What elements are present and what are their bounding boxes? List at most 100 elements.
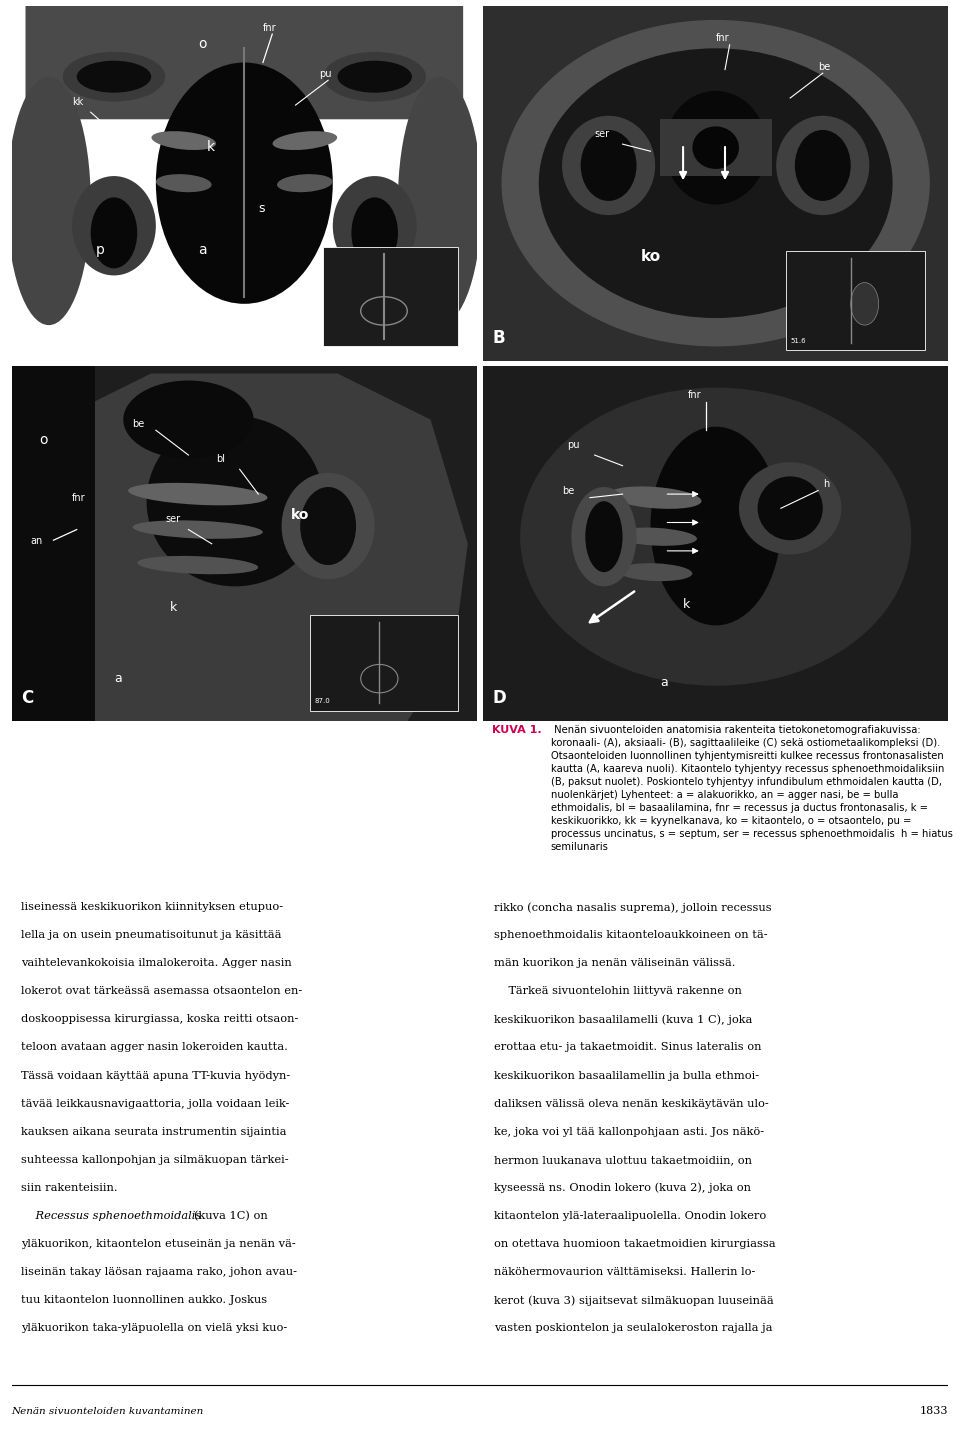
Text: hermon luukanava ulottuu takaetmoidiin, on: hermon luukanava ulottuu takaetmoidiin, … <box>494 1155 752 1165</box>
Text: män kuorikon ja nenän väliseinän välissä.: män kuorikon ja nenän väliseinän välissä… <box>494 959 735 969</box>
Ellipse shape <box>398 77 482 325</box>
Ellipse shape <box>156 63 333 303</box>
Text: o: o <box>39 434 48 448</box>
Text: kauksen aikana seurata instrumentin sijaintia: kauksen aikana seurata instrumentin sija… <box>21 1126 286 1136</box>
Ellipse shape <box>90 197 137 269</box>
Text: pu: pu <box>566 439 579 449</box>
Text: rikko (concha nasalis suprema), jolloin recessus: rikko (concha nasalis suprema), jolloin … <box>494 902 772 913</box>
Ellipse shape <box>613 528 697 545</box>
Bar <box>12 366 95 721</box>
Text: fnr: fnr <box>716 33 730 43</box>
Text: fnr: fnr <box>263 23 276 33</box>
Ellipse shape <box>739 462 841 554</box>
Ellipse shape <box>586 501 623 572</box>
Ellipse shape <box>618 564 692 581</box>
Bar <box>660 119 772 176</box>
Text: vasten poskiontelon ja seulalokeroston rajalla ja: vasten poskiontelon ja seulalokeroston r… <box>494 1324 773 1334</box>
Text: on otettava huomioon takaetmoidien kirurgiassa: on otettava huomioon takaetmoidien kirur… <box>494 1239 776 1249</box>
Ellipse shape <box>132 521 263 539</box>
Text: teloon avataan agger nasin lokeroiden kautta.: teloon avataan agger nasin lokeroiden ka… <box>21 1042 288 1052</box>
Ellipse shape <box>300 487 356 565</box>
Text: 87.0: 87.0 <box>314 698 330 704</box>
Ellipse shape <box>562 116 655 215</box>
Text: C: C <box>21 690 33 707</box>
Text: siin rakenteisiin.: siin rakenteisiin. <box>21 1183 117 1193</box>
Text: ko: ko <box>291 508 309 522</box>
Text: Recessus sphenoethmoidalis: Recessus sphenoethmoidalis <box>21 1211 202 1221</box>
Text: sphenoethmoidalis kitaonteloaukkoineen on tä-: sphenoethmoidalis kitaonteloaukkoineen o… <box>494 930 768 940</box>
Text: keskikuorikon basaalilamelli (kuva 1 C), joka: keskikuorikon basaalilamelli (kuva 1 C),… <box>494 1015 753 1025</box>
Text: lella ja on usein pneumatisoitunut ja käsittää: lella ja on usein pneumatisoitunut ja kä… <box>21 930 281 940</box>
Text: näköhermovaurion välttämiseksi. Hallerin lo-: näköhermovaurion välttämiseksi. Hallerin… <box>494 1268 756 1278</box>
Ellipse shape <box>609 487 702 509</box>
Ellipse shape <box>692 126 739 169</box>
Text: a: a <box>114 673 122 685</box>
Ellipse shape <box>281 472 374 580</box>
Ellipse shape <box>651 426 780 625</box>
Ellipse shape <box>795 130 851 200</box>
Ellipse shape <box>152 132 216 150</box>
Text: pu: pu <box>319 69 331 79</box>
Text: s: s <box>258 202 265 215</box>
Text: k: k <box>170 601 177 614</box>
Ellipse shape <box>128 482 268 505</box>
Ellipse shape <box>501 20 930 346</box>
Text: Tässä voidaan käyttää apuna TT-kuvia hyödyn-: Tässä voidaan käyttää apuna TT-kuvia hyö… <box>21 1070 290 1080</box>
Ellipse shape <box>351 197 398 269</box>
Text: be: be <box>818 62 830 72</box>
Text: liseinän takay läösan rajaama rako, johon avau-: liseinän takay läösan rajaama rako, joho… <box>21 1268 297 1278</box>
Text: 1833: 1833 <box>920 1407 948 1417</box>
Ellipse shape <box>757 477 823 541</box>
Text: k: k <box>684 598 690 611</box>
Text: suhteessa kallonpohjan ja silmäkuopan tärkei-: suhteessa kallonpohjan ja silmäkuopan tä… <box>21 1155 289 1165</box>
Text: doskooppisessa kirurgiassa, koska reitti otsaon-: doskooppisessa kirurgiassa, koska reitti… <box>21 1015 299 1025</box>
Text: KUVA 1.: KUVA 1. <box>492 724 541 734</box>
Text: bl: bl <box>216 454 226 464</box>
Text: be: be <box>132 419 145 429</box>
Text: daliksen välissä oleva nenän keskikäytävän ulo-: daliksen välissä oleva nenän keskikäytäv… <box>494 1099 769 1109</box>
Text: kerot (kuva 3) sijaitsevat silmäkuopan luuseinää: kerot (kuva 3) sijaitsevat silmäkuopan l… <box>494 1295 774 1307</box>
Text: fnr: fnr <box>72 494 85 504</box>
Ellipse shape <box>156 175 211 192</box>
Ellipse shape <box>273 132 337 150</box>
Ellipse shape <box>77 60 152 93</box>
Bar <box>324 248 459 346</box>
Text: Nenän sivuonteloiden anatomisia rakenteita tietokonetomografiakuvissa: koronaali: Nenän sivuonteloiden anatomisia rakentei… <box>551 724 952 851</box>
Ellipse shape <box>333 176 417 275</box>
Text: a: a <box>198 243 206 258</box>
Ellipse shape <box>123 381 253 458</box>
Ellipse shape <box>571 487 636 587</box>
Ellipse shape <box>62 52 165 102</box>
Text: (kuva 1C) on: (kuva 1C) on <box>194 1211 268 1221</box>
Bar <box>785 250 925 351</box>
Text: ko: ko <box>641 249 661 265</box>
Text: yläkuorikon, kitaontelon etuseinän ja nenän vä-: yläkuorikon, kitaontelon etuseinän ja ne… <box>21 1239 296 1249</box>
Text: ke, joka voi yl tää kallonpohjaan asti. Jos näkö-: ke, joka voi yl tää kallonpohjaan asti. … <box>494 1126 764 1136</box>
Ellipse shape <box>72 176 156 275</box>
Ellipse shape <box>520 388 911 685</box>
Text: liseinessä keskikuorikon kiinnityksen etupuo-: liseinessä keskikuorikon kiinnityksen et… <box>21 902 283 912</box>
Text: kyseessä ns. Onodin lokero (kuva 2), joka on: kyseessä ns. Onodin lokero (kuva 2), jok… <box>494 1183 751 1193</box>
Text: vaihtelevankokoisia ilmalokeroita. Agger nasin: vaihtelevankokoisia ilmalokeroita. Agger… <box>21 959 292 969</box>
Ellipse shape <box>851 282 878 325</box>
Text: D: D <box>492 690 506 707</box>
Text: fnr: fnr <box>687 391 702 401</box>
Text: kk: kk <box>72 97 84 107</box>
Text: be: be <box>562 487 574 497</box>
Ellipse shape <box>7 77 90 325</box>
Polygon shape <box>35 373 468 721</box>
Text: Nenän sivuonteloiden kuvantaminen: Nenän sivuonteloiden kuvantaminen <box>12 1407 204 1415</box>
Text: ser: ser <box>165 515 180 525</box>
Text: p: p <box>95 243 105 258</box>
Text: 51.6: 51.6 <box>790 338 805 343</box>
Text: a: a <box>660 675 667 688</box>
Ellipse shape <box>539 49 893 318</box>
Text: h: h <box>823 479 829 489</box>
Ellipse shape <box>664 92 767 205</box>
Bar <box>309 615 459 711</box>
Text: lokerot ovat tärkeässä asemassa otsaontelon en-: lokerot ovat tärkeässä asemassa otsaonte… <box>21 986 302 996</box>
Text: B: B <box>492 329 505 346</box>
Ellipse shape <box>277 175 333 192</box>
Ellipse shape <box>324 52 426 102</box>
Text: yläkuorikon taka-yläpuolella on vielä yksi kuo-: yläkuorikon taka-yläpuolella on vielä yk… <box>21 1324 287 1334</box>
